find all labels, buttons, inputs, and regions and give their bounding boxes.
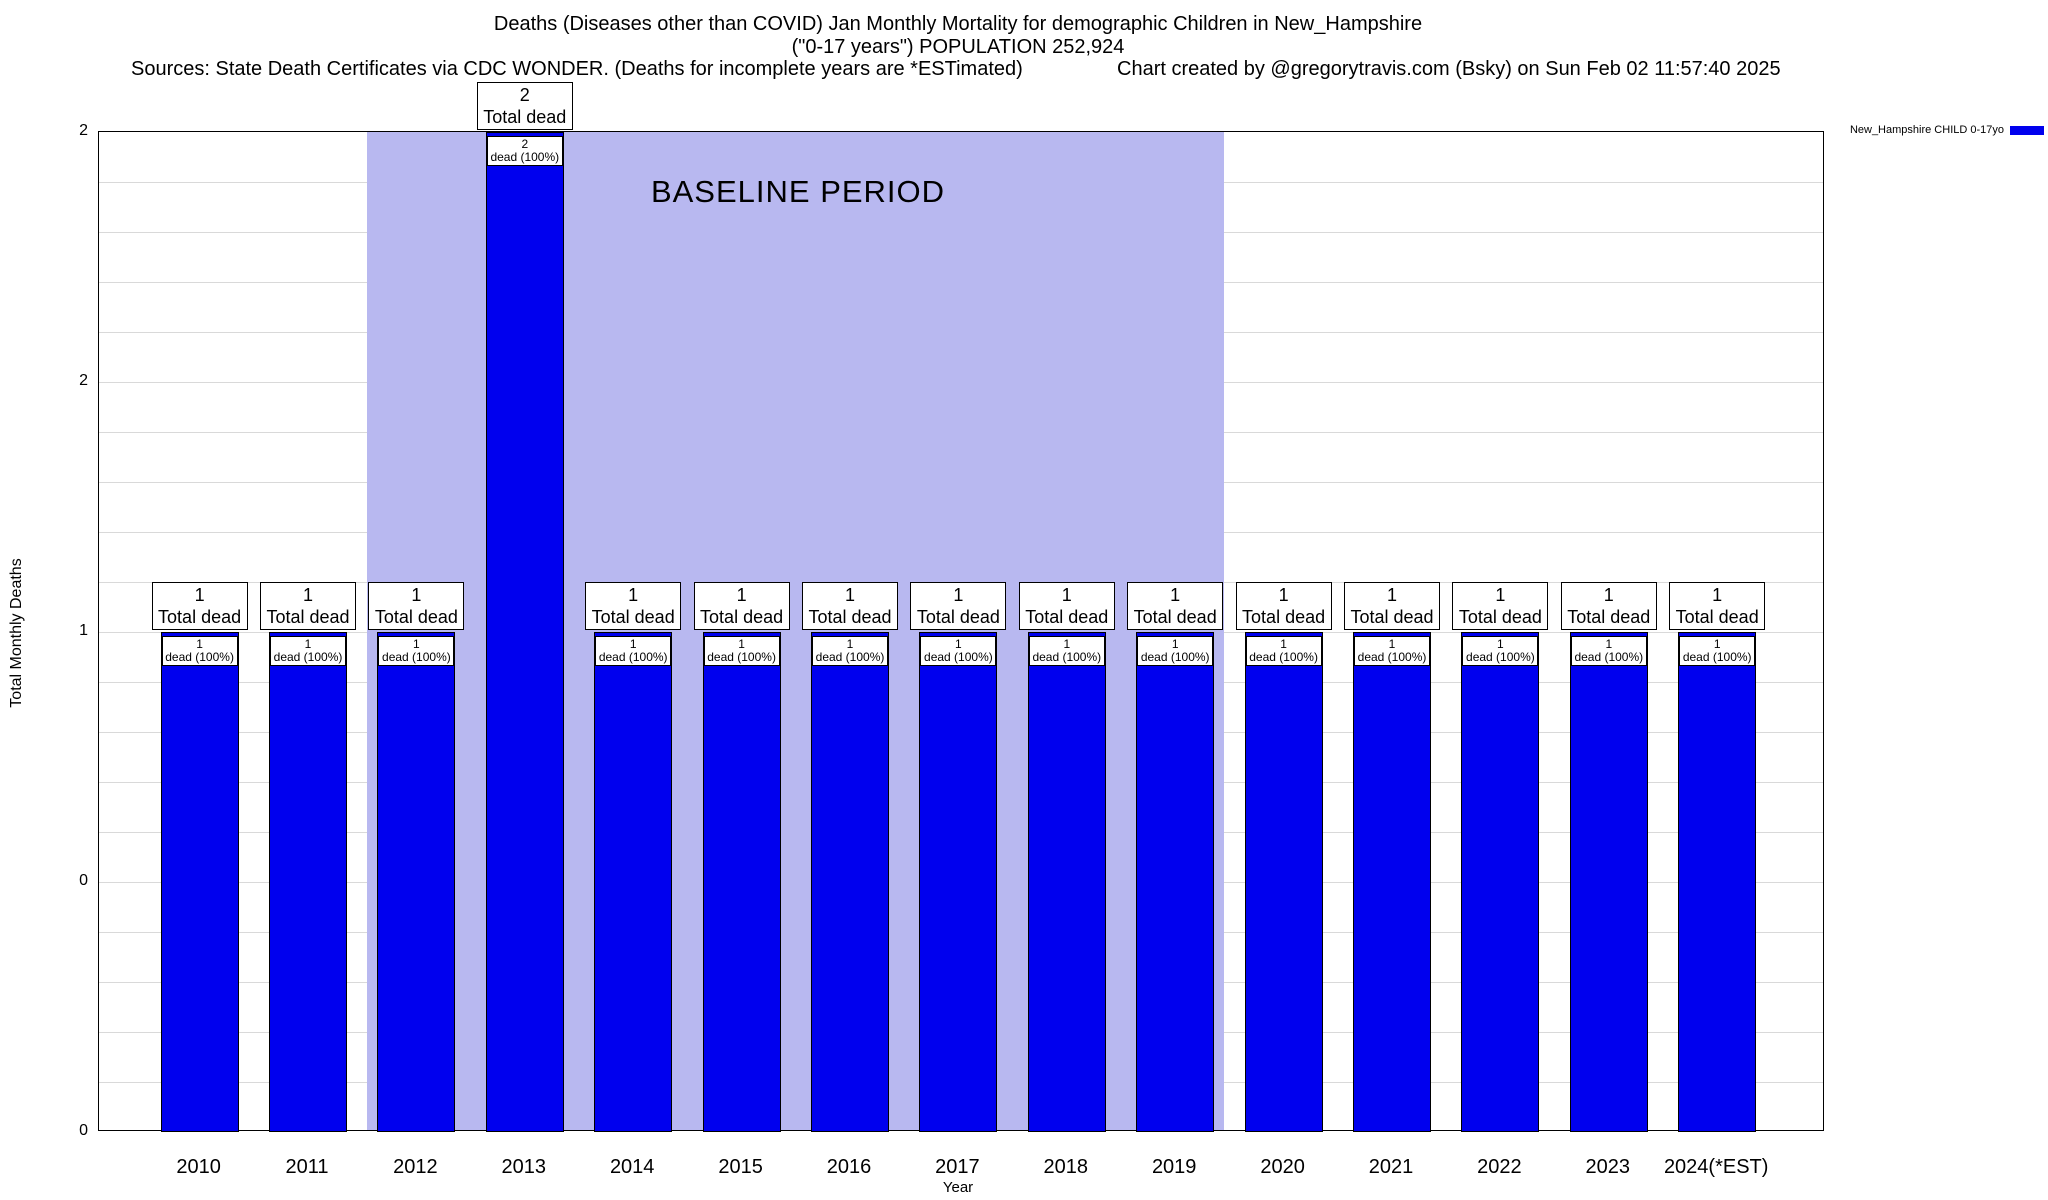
total-dead-label: 1 Total dead (1560, 582, 1657, 630)
bar-2024(*EST) (1678, 632, 1757, 1132)
total-dead-label: 1 Total dead (1344, 582, 1440, 630)
percent-dead-label: 1 dead (100%) (270, 636, 346, 666)
total-dead-label: 1 Total dead (151, 582, 248, 630)
bar-2019 (1136, 632, 1215, 1132)
xtick-2010: 2010 (176, 1156, 221, 1178)
ytick: 0 (79, 1122, 88, 1139)
total-dead-label: 1 Total dead (1018, 582, 1115, 630)
percent-dead-label: 1 dead (100%) (378, 636, 455, 666)
plot-area: BASELINE PERIOD 1 Total dead 1 dead (100%) 1… (98, 82, 1824, 1132)
bar-2011 (269, 632, 347, 1132)
percent-dead-label: 1 dead (100%) (1028, 636, 1105, 666)
bar-2017 (919, 632, 998, 1132)
xtick-2024(*EST): 2024(*EST) (1663, 1156, 1769, 1178)
bar-2021 (1353, 632, 1431, 1132)
xtick-2018: 2018 (1043, 1156, 1089, 1178)
total-dead-label: 1 Total dead (585, 582, 682, 630)
x-axis-label: Year (942, 1179, 974, 1196)
bar-2012 (377, 632, 456, 1132)
xtick-2021: 2021 (1368, 1156, 1414, 1178)
percent-dead-label: 1 dead (100%) (1462, 636, 1539, 666)
total-dead-label: 1 Total dead (260, 582, 356, 630)
bar-2015 (702, 632, 781, 1132)
percent-dead-label: 2 dead (100%) (486, 136, 563, 166)
percent-dead-label: 1 dead (100%) (1137, 636, 1214, 666)
bar-2023 (1569, 632, 1648, 1132)
bar-2016 (811, 632, 889, 1132)
total-dead-label: 2 Total dead (476, 82, 573, 130)
ytick: 0 (79, 872, 88, 889)
baseline-period-label: BASELINE PERIOD (650, 174, 946, 209)
xtick-2023: 2023 (1585, 1156, 1631, 1178)
total-dead-label: 1 Total dead (368, 582, 465, 630)
total-dead-label: 1 Total dead (1452, 582, 1549, 630)
ytick: 2 (79, 122, 88, 139)
total-dead-label: 1 Total dead (693, 582, 790, 630)
ytick: 2 (79, 372, 88, 389)
percent-dead-label: 1 dead (100%) (920, 636, 997, 666)
xtick-2015: 2015 (718, 1156, 763, 1178)
total-dead-label: 1 Total dead (1669, 582, 1766, 630)
xtick-2022: 2022 (1477, 1156, 1522, 1178)
chart-title-line2: ("0-17 years") POPULATION 252,924 (791, 36, 1125, 58)
bar-2022 (1461, 632, 1540, 1132)
bar-2010 (160, 632, 239, 1132)
xtick-2013: 2013 (501, 1156, 547, 1178)
total-dead-label: 1 Total dead (1235, 582, 1332, 630)
bar-2020 (1244, 632, 1323, 1132)
percent-dead-label: 1 dead (100%) (703, 636, 780, 666)
ytick: 1 (79, 622, 88, 639)
total-dead-label: 1 Total dead (802, 582, 898, 630)
xtick-2016: 2016 (826, 1156, 872, 1178)
legend: New_Hampshire CHILD 0-17yo (1700, 124, 2044, 136)
percent-dead-label: 1 dead (100%) (1245, 636, 1322, 666)
chart-title-line1: Deaths (Diseases other than COVID) Jan M… (493, 13, 1423, 35)
bar-2018 (1027, 632, 1106, 1132)
bar-2014 (594, 632, 673, 1132)
sources-note: Sources: State Death Certificates via CD… (131, 58, 1023, 80)
xtick-2011: 2011 (285, 1156, 329, 1178)
percent-dead-label: 1 dead (100%) (1679, 636, 1756, 666)
total-dead-label: 1 Total dead (910, 582, 1007, 630)
percent-dead-label: 1 dead (100%) (595, 636, 672, 666)
xtick-2012: 2012 (393, 1156, 438, 1178)
credit-note: Chart created by @gregorytravis.com (Bsk… (1117, 58, 1781, 80)
xtick-2014: 2014 (609, 1156, 655, 1178)
xtick-2020: 2020 (1260, 1156, 1305, 1178)
bar-2013 (485, 132, 564, 1132)
xtick-2017: 2017 (935, 1156, 980, 1178)
percent-dead-label: 1 dead (100%) (812, 636, 888, 666)
legend-label: New_Hampshire CHILD 0-17yo (1849, 124, 2004, 136)
percent-dead-label: 1 dead (100%) (1354, 636, 1430, 666)
total-dead-label: 1 Total dead (1127, 582, 1224, 630)
xtick-2019: 2019 (1151, 1156, 1197, 1178)
percent-dead-label: 1 dead (100%) (161, 636, 238, 666)
percent-dead-label: 1 dead (100%) (1570, 636, 1647, 666)
legend-color-swatch (2010, 125, 2044, 135)
